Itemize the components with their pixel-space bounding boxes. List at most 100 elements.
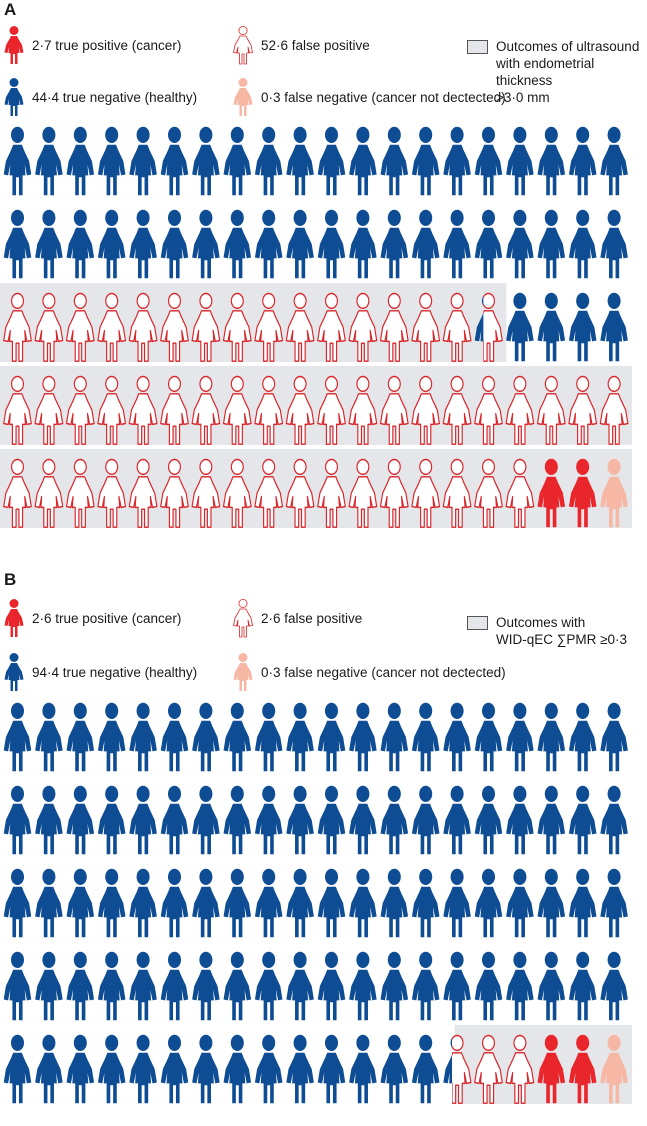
legend-true-negative-label: 44·4 true negative (healthy) bbox=[32, 89, 198, 105]
legend-outcome-box-label: Outcomes of ultrasound with endometrial … bbox=[496, 39, 640, 105]
true-negative-figure bbox=[506, 785, 534, 855]
legend-true-negative-label: 94·4 true negative (healthy) bbox=[32, 664, 198, 680]
true-negative-figure bbox=[160, 126, 189, 196]
true-negative-figure bbox=[160, 785, 189, 855]
true-negative-figure bbox=[35, 209, 63, 279]
false-positive-figure bbox=[97, 292, 127, 362]
true-negative-figure bbox=[537, 292, 566, 362]
true-negative-figure bbox=[97, 126, 126, 196]
true-negative-figure bbox=[129, 702, 157, 772]
true-negative-figure bbox=[317, 126, 346, 196]
true-negative-figure bbox=[443, 785, 471, 855]
true-negative-figure bbox=[3, 209, 32, 279]
false-positive-figure bbox=[222, 458, 252, 528]
false-positive-figure bbox=[474, 1034, 503, 1104]
legend-false-positive-b: 2·6 false positive bbox=[233, 598, 362, 638]
false-positive-figure bbox=[34, 458, 64, 528]
true-negative-figure bbox=[380, 209, 409, 279]
true-negative-figure bbox=[129, 126, 157, 196]
false-positive-figure bbox=[379, 292, 409, 362]
legend-outcome-swatch bbox=[467, 40, 488, 54]
true-positive-figure bbox=[537, 1034, 566, 1104]
true-positive-figure bbox=[537, 458, 566, 528]
false-positive-figure bbox=[568, 375, 598, 445]
true-negative-figure bbox=[317, 868, 346, 938]
true-negative-figure bbox=[411, 785, 440, 855]
true-negative-figure bbox=[192, 702, 220, 772]
legend-outcome-box-b: Outcomes with WID-qEC ∑PMR ≥0·3 bbox=[467, 614, 627, 648]
true-negative-figure bbox=[380, 951, 409, 1021]
true-negative-figure bbox=[600, 292, 628, 362]
false-positive-figure bbox=[254, 375, 284, 445]
false-positive-figure bbox=[442, 292, 472, 362]
split-figure bbox=[443, 1034, 472, 1104]
true-negative-figure bbox=[411, 951, 440, 1021]
true-negative-figure bbox=[254, 868, 283, 938]
false-positive-figure bbox=[191, 458, 221, 528]
true-negative-figure bbox=[254, 951, 283, 1021]
woman-figure-icon bbox=[233, 653, 253, 691]
legend-false-positive-label: 52·6 false positive bbox=[261, 37, 370, 53]
true-negative-figure bbox=[223, 951, 252, 1021]
false-positive-figure bbox=[285, 458, 315, 528]
true-negative-figure bbox=[474, 702, 503, 772]
true-negative-figure bbox=[254, 702, 283, 772]
true-negative-figure bbox=[474, 785, 503, 855]
true-negative-figure bbox=[97, 1034, 126, 1104]
true-negative-figure bbox=[35, 702, 63, 772]
true-negative-figure bbox=[411, 1034, 440, 1104]
false-positive-figure bbox=[65, 458, 95, 528]
true-negative-figure bbox=[537, 209, 566, 279]
false-positive-figure bbox=[3, 375, 32, 445]
legend-true-positive-label: 2·6 true positive (cancer) bbox=[32, 610, 182, 626]
false-positive-figure bbox=[536, 375, 566, 445]
false-positive-figure bbox=[34, 375, 64, 445]
false-positive-figure bbox=[411, 292, 441, 362]
true-negative-figure bbox=[97, 209, 126, 279]
true-negative-figure bbox=[568, 951, 597, 1021]
woman-figure-icon bbox=[233, 599, 253, 638]
woman-figure-icon bbox=[233, 26, 253, 65]
true-negative-figure bbox=[160, 951, 189, 1021]
legend-false-positive-a: 52·6 false positive bbox=[233, 25, 370, 65]
true-negative-figure bbox=[411, 209, 440, 279]
woman-figure-icon bbox=[4, 26, 24, 64]
true-negative-figure bbox=[568, 292, 597, 362]
false-positive-figure bbox=[379, 375, 409, 445]
true-negative-figure bbox=[349, 1034, 377, 1104]
true-negative-figure bbox=[254, 785, 283, 855]
true-negative-figure bbox=[349, 126, 377, 196]
legend-outcome-swatch bbox=[467, 616, 488, 630]
true-negative-figure bbox=[3, 951, 32, 1021]
false-positive-figure bbox=[411, 375, 441, 445]
legend-false-negative-b: 0·3 false negative (cancer not dectected… bbox=[233, 652, 506, 692]
true-negative-figure bbox=[223, 785, 252, 855]
true-positive-figure bbox=[568, 1034, 597, 1104]
true-negative-figure bbox=[286, 702, 314, 772]
true-negative-figure bbox=[380, 1034, 409, 1104]
woman-figure-icon bbox=[4, 599, 24, 637]
woman-figure-icon bbox=[4, 653, 24, 691]
true-negative-figure bbox=[349, 868, 377, 938]
true-negative-figure bbox=[286, 126, 314, 196]
true-negative-figure bbox=[568, 126, 597, 196]
true-negative-figure bbox=[223, 209, 252, 279]
true-negative-figure bbox=[506, 292, 534, 362]
true-negative-figure bbox=[568, 868, 597, 938]
false-positive-figure bbox=[505, 1034, 535, 1104]
false-positive-figure bbox=[285, 292, 315, 362]
true-negative-figure bbox=[192, 785, 220, 855]
false-positive-figure bbox=[222, 375, 252, 445]
true-negative-figure bbox=[443, 868, 471, 938]
true-negative-figure bbox=[474, 126, 503, 196]
true-negative-figure bbox=[506, 951, 534, 1021]
true-negative-figure bbox=[223, 702, 252, 772]
true-negative-figure bbox=[600, 785, 628, 855]
legend-true-positive-label: 2·7 true positive (cancer) bbox=[32, 37, 182, 53]
true-negative-figure bbox=[317, 951, 346, 1021]
true-negative-figure bbox=[35, 951, 63, 1021]
true-positive-figure bbox=[568, 458, 597, 528]
false-positive-figure bbox=[599, 375, 629, 445]
figure-grid-a bbox=[0, 126, 632, 528]
false-positive-figure bbox=[505, 458, 535, 528]
